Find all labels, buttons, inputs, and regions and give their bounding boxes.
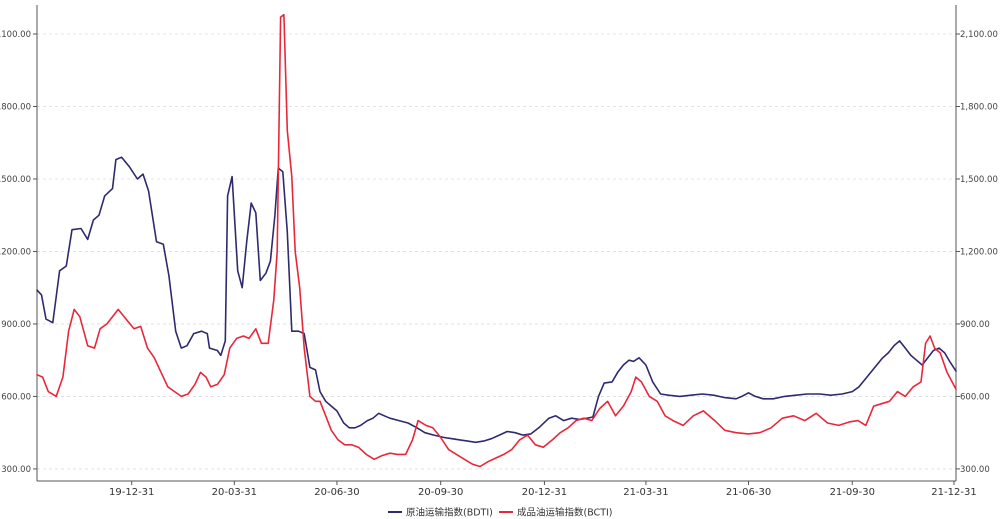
y-axis-right: 300.00 600.00 900.00 1,200.00 1,500.00 1,800.… [956,30,998,475]
x-axis: 19-12-31 20-03-31 20-06-30 20-09-30 20-12-31… [109,481,977,498]
y-axis-left: 300.00 600.00 900.00 1,200.00 1,500.00 1,800.… [0,30,37,475]
series-lines [36,13,957,468]
y-tick-label-right: 600.00 [960,392,990,402]
y-tick-label-right: 1,200.00 [960,247,998,257]
y-tick-label-left: 600.00 [1,392,31,402]
x-tick-label: 20-09-30 [418,487,463,498]
x-tick-label: 20-12-31 [522,487,567,498]
grid-lines [37,33,956,470]
x-tick-label: 21-06-30 [726,487,771,498]
x-tick-label: 20-03-31 [212,487,257,498]
x-tick-label: 21-09-30 [830,487,875,498]
series-line-bcti [36,13,957,468]
x-tick-label: 21-12-31 [931,487,976,498]
y-tick-label-right: 1,800.00 [960,102,998,112]
y-tick-label-left: 1,200.00 [0,247,31,257]
y-tick-label-right: 900.00 [960,320,990,330]
legend: 原油运输指数(BDTI) 成品油运输指数(BCTI) [388,507,613,519]
y-tick-label-left: 1,500.00 [0,175,31,185]
x-tick-label: 20-06-30 [314,487,359,498]
legend-label: 原油运输指数(BDTI) [406,507,493,519]
y-tick-label-left: 1,800.00 [0,102,31,112]
y-tick-label-left: 300.00 [1,465,31,475]
y-tick-label-right: 300.00 [960,465,990,475]
y-tick-label-right: 2,100.00 [960,30,998,40]
legend-label: 成品油运输指数(BCTI) [517,507,613,519]
x-tick-label: 19-12-31 [109,487,154,498]
x-tick-label: 21-03-31 [623,487,668,498]
y-tick-label-left: 2,100.00 [0,30,31,40]
y-tick-label-left: 900.00 [1,320,31,330]
y-tick-label-right: 1,500.00 [960,175,998,185]
series-line-bdti [36,156,957,444]
